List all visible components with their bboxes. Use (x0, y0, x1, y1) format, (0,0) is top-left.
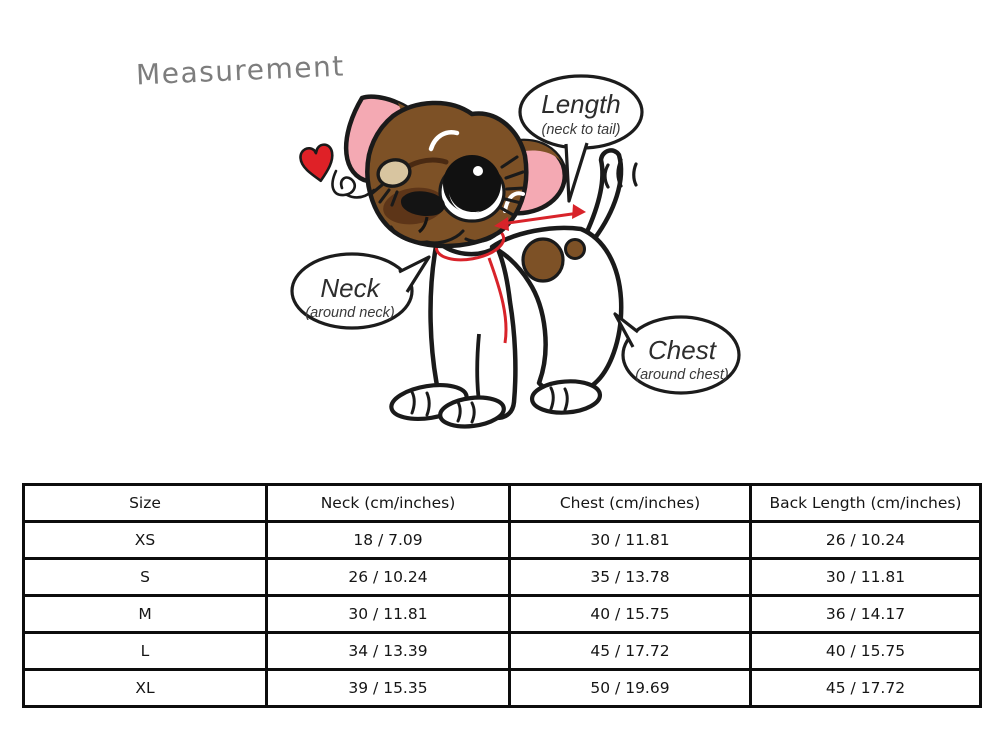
cell-size: XL (22, 668, 268, 708)
chest-bubble: Chest (around chest) (613, 312, 741, 395)
cell-size: L (22, 631, 268, 671)
closed-eye (368, 158, 412, 207)
cell-neck: 34 / 13.39 (265, 631, 511, 671)
dog-illustration (343, 94, 638, 429)
cell-back-length: 45 / 17.72 (749, 668, 982, 708)
fur-spot-small (564, 238, 586, 260)
cell-size: XS (22, 520, 268, 560)
tail-wag-lines (603, 158, 638, 189)
cell-chest: 35 / 13.78 (508, 557, 752, 597)
mouth-lines (389, 225, 499, 245)
header-size: Size (22, 483, 268, 523)
cell-back-length: 40 / 15.75 (749, 631, 982, 671)
cell-chest: 40 / 15.75 (508, 594, 752, 634)
hind-paw (529, 379, 603, 415)
fur-highlight-forehead (428, 130, 460, 152)
length-bubble-sublabel: (neck to tail) (542, 122, 621, 138)
cell-back-length: 30 / 11.81 (749, 557, 982, 597)
fur-spot-large (521, 237, 565, 283)
front-paw-right (438, 395, 506, 429)
cell-neck: 30 / 11.81 (265, 594, 511, 634)
cell-neck: 26 / 10.24 (265, 557, 511, 597)
table-row: L 34 / 13.39 45 / 17.72 40 / 15.75 (22, 631, 982, 671)
cell-chest: 30 / 11.81 (508, 520, 752, 560)
cell-back-length: 26 / 10.24 (749, 520, 982, 560)
cell-chest: 45 / 17.72 (508, 631, 752, 671)
philtrum-line (418, 216, 429, 234)
heart-icon (299, 143, 334, 183)
cell-neck: 18 / 7.09 (265, 520, 511, 560)
neck-bubble: Neck (around neck) (290, 252, 431, 330)
measurement-diagram: Length (neck to tail) Neck (around neck)… (290, 74, 741, 429)
cell-back-length: 36 / 14.17 (749, 594, 982, 634)
header-back-length: Back Length (cm/inches) (749, 483, 982, 523)
dog-body (428, 238, 518, 421)
neck-bubble-label: Neck (320, 273, 381, 303)
chest-measure-line (487, 257, 508, 344)
dog-tail (583, 148, 624, 240)
table-row: M 30 / 11.81 40 / 15.75 36 / 14.17 (22, 594, 982, 634)
table-header-row: Size Neck (cm/inches) Chest (cm/inches) … (22, 483, 982, 523)
fur-highlight-cheek (503, 191, 525, 213)
header-neck: Neck (cm/inches) (265, 483, 511, 523)
open-eye (438, 155, 526, 223)
chest-bubble-sublabel: (around chest) (635, 367, 729, 383)
header-chest: Chest (cm/inches) (508, 483, 752, 523)
dog-nose (400, 191, 445, 216)
table-row: XL 39 / 15.35 50 / 19.69 45 / 17.72 (22, 668, 982, 708)
size-chart-table: Size Neck (cm/inches) Chest (cm/inches) … (22, 483, 982, 708)
chest-bubble-label: Chest (648, 335, 718, 365)
table-row: S 26 / 10.24 35 / 13.78 30 / 11.81 (22, 557, 982, 597)
length-bubble-label: Length (541, 89, 621, 119)
table-row: XS 18 / 7.09 30 / 11.81 26 / 10.24 (22, 520, 982, 560)
neck-bubble-sublabel: (around neck) (305, 305, 394, 321)
cell-neck: 39 / 15.35 (265, 668, 511, 708)
cell-size: S (22, 557, 268, 597)
squiggle-line (331, 169, 376, 199)
length-bubble: Length (neck to tail) (518, 74, 644, 203)
cell-size: M (22, 594, 268, 634)
cell-chest: 50 / 19.69 (508, 668, 752, 708)
back-measure-arrow (494, 204, 586, 231)
